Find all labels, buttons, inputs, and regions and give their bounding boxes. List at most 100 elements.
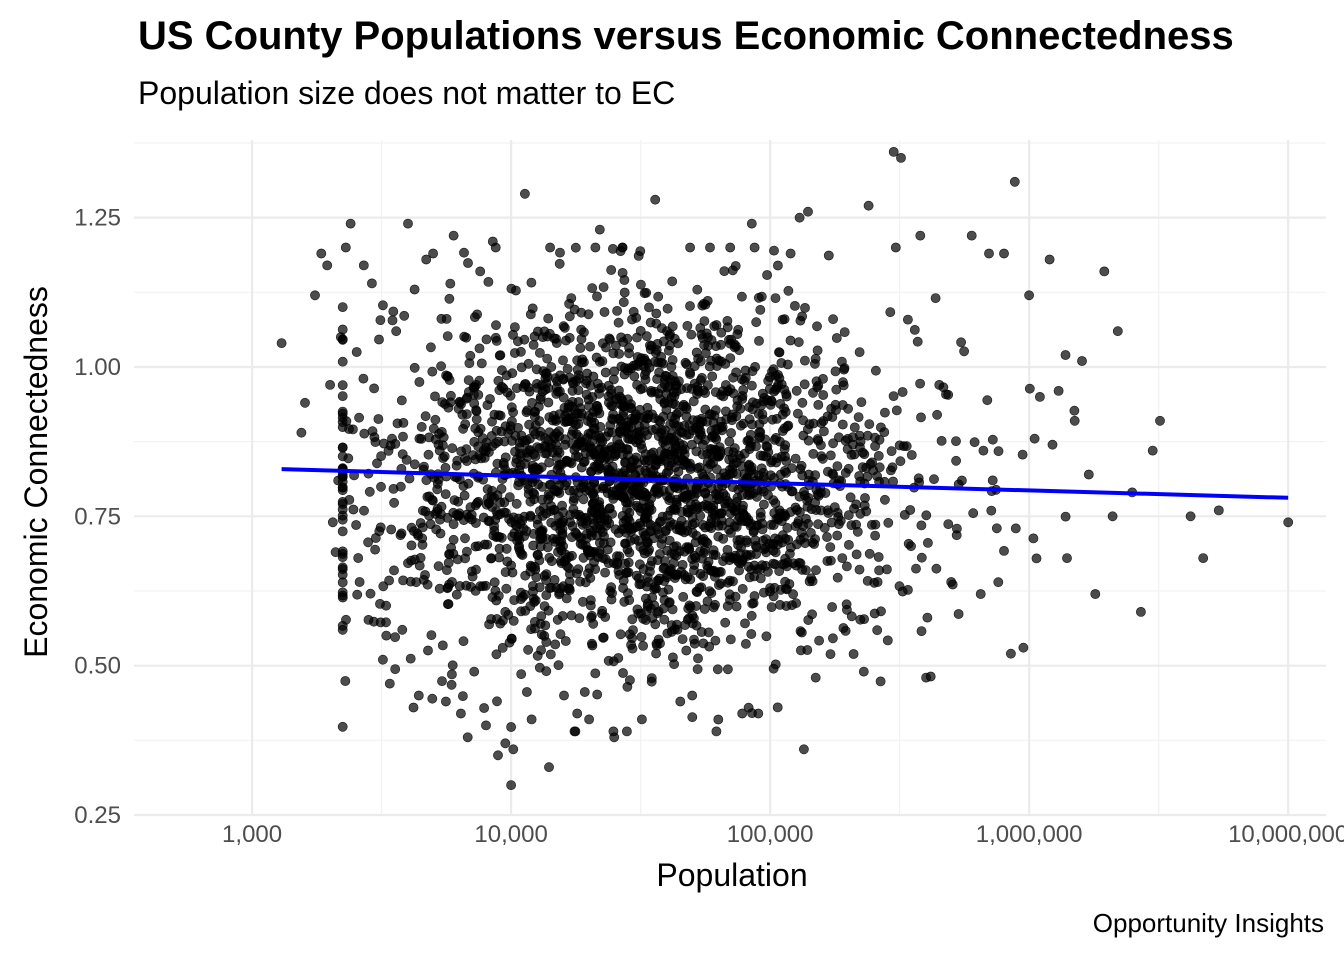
data-point bbox=[698, 571, 708, 582]
data-point bbox=[754, 427, 765, 438]
data-point bbox=[808, 448, 819, 459]
data-point bbox=[713, 714, 724, 725]
data-point bbox=[930, 293, 941, 303]
data-point bbox=[448, 549, 459, 559]
data-point bbox=[768, 591, 779, 602]
data-point bbox=[858, 666, 869, 677]
data-point bbox=[620, 457, 630, 468]
data-point bbox=[529, 331, 540, 342]
data-point bbox=[829, 502, 840, 512]
data-point bbox=[891, 405, 902, 416]
data-point bbox=[579, 687, 590, 697]
data-point bbox=[507, 368, 518, 379]
data-point bbox=[984, 248, 994, 259]
data-point bbox=[706, 523, 717, 533]
data-point bbox=[427, 366, 438, 377]
data-point bbox=[746, 610, 757, 621]
data-point bbox=[1009, 176, 1020, 187]
data-point bbox=[739, 469, 750, 479]
data-point bbox=[1018, 642, 1029, 653]
data-point bbox=[422, 579, 433, 590]
data-point bbox=[993, 446, 1004, 457]
data-point bbox=[1035, 391, 1045, 402]
data-point bbox=[968, 508, 979, 519]
data-point bbox=[588, 371, 599, 382]
data-point bbox=[873, 450, 884, 461]
data-point bbox=[859, 500, 870, 511]
data-point bbox=[993, 577, 1004, 588]
data-point bbox=[658, 411, 669, 422]
data-point bbox=[508, 329, 518, 340]
data-point bbox=[1099, 266, 1110, 277]
data-point bbox=[493, 591, 504, 601]
data-point bbox=[810, 353, 821, 364]
data-point bbox=[433, 439, 444, 450]
data-point bbox=[816, 505, 826, 516]
data-point bbox=[915, 378, 925, 389]
data-point bbox=[706, 409, 717, 420]
data-point bbox=[925, 671, 936, 682]
data-point bbox=[511, 457, 522, 468]
data-point bbox=[525, 496, 536, 507]
data-point bbox=[691, 620, 702, 631]
data-point bbox=[717, 425, 727, 436]
data-point bbox=[875, 676, 886, 687]
data-point bbox=[337, 587, 348, 598]
data-point bbox=[337, 356, 348, 367]
data-point bbox=[855, 614, 866, 625]
data-point bbox=[1060, 350, 1071, 360]
data-point bbox=[600, 367, 611, 378]
data-point bbox=[389, 565, 399, 576]
data-point bbox=[749, 242, 760, 253]
data-point bbox=[491, 649, 502, 660]
data-point bbox=[699, 604, 710, 614]
data-point bbox=[737, 708, 748, 719]
data-point bbox=[734, 512, 745, 523]
data-point bbox=[744, 572, 755, 583]
data-point bbox=[800, 302, 810, 313]
data-point bbox=[451, 589, 462, 600]
data-point bbox=[536, 611, 547, 621]
data-point bbox=[604, 397, 614, 408]
data-point bbox=[635, 246, 646, 256]
data-point bbox=[459, 490, 470, 501]
data-point bbox=[783, 285, 794, 296]
data-point bbox=[553, 660, 564, 671]
data-point bbox=[687, 527, 698, 538]
data-point bbox=[726, 428, 736, 438]
data-point bbox=[484, 498, 494, 508]
data-point bbox=[873, 552, 884, 562]
data-point bbox=[500, 738, 511, 749]
data-point bbox=[816, 418, 827, 429]
data-point bbox=[344, 494, 355, 505]
data-point bbox=[607, 588, 617, 599]
data-point bbox=[641, 581, 652, 592]
data-point bbox=[479, 539, 490, 550]
data-point bbox=[637, 714, 647, 725]
data-point bbox=[628, 462, 638, 472]
data-point bbox=[779, 559, 790, 569]
data-point bbox=[679, 459, 690, 470]
data-point bbox=[452, 455, 463, 466]
data-point bbox=[839, 364, 849, 375]
data-point bbox=[511, 285, 521, 296]
data-point bbox=[725, 469, 735, 479]
data-point bbox=[1083, 469, 1094, 480]
data-point bbox=[828, 438, 838, 449]
data-point bbox=[842, 604, 852, 615]
data-point bbox=[738, 385, 749, 395]
data-point bbox=[377, 654, 388, 665]
data-point bbox=[592, 378, 603, 389]
data-point bbox=[414, 377, 425, 387]
data-point bbox=[856, 397, 867, 407]
data-point bbox=[496, 483, 507, 494]
data-point bbox=[430, 414, 441, 425]
data-point bbox=[403, 218, 413, 229]
data-point bbox=[1010, 523, 1021, 534]
data-point bbox=[652, 555, 663, 566]
data-point bbox=[514, 543, 524, 553]
data-point bbox=[837, 553, 848, 563]
data-point bbox=[543, 313, 554, 324]
data-point bbox=[715, 449, 726, 460]
